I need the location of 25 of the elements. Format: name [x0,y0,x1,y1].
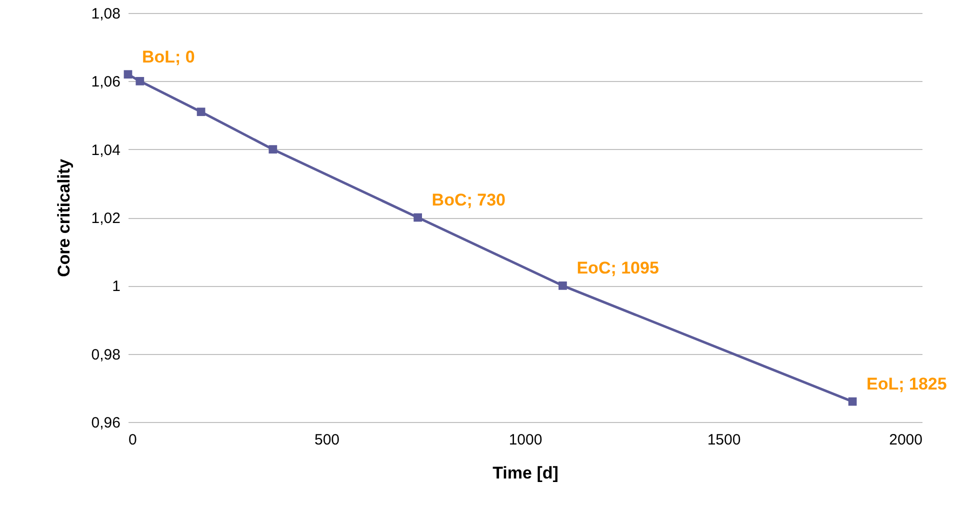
point [196,108,206,116]
annotation: BoL; 0 [142,47,195,66]
y-tick-label: 1 [112,278,120,296]
y-tick-label: 0,96 [91,414,120,432]
point [848,397,857,406]
y-axis-title: Core criticality [54,158,74,278]
point [124,70,132,79]
x-tick-label: 1000 [508,432,542,448]
x-tick-label: 2000 [889,432,922,448]
point [268,145,278,154]
annotation: BoC; 730 [432,190,506,210]
point [558,281,567,290]
y-tick-label: 1,06 [91,74,120,91]
annotation: EoC; 1095 [576,258,659,278]
y-tick-label: 1,08 [91,6,120,22]
x-tick-label: 500 [314,432,340,448]
annotation: EoL; 1825 [866,374,947,394]
y-tick-label: 0,98 [91,346,120,364]
x-tick-label: 0 [128,432,137,448]
x-axis-title: Time [d] [492,464,558,482]
point [414,213,422,222]
y-tick-label: 1,02 [91,210,120,227]
x-tick-label: 1500 [707,432,741,448]
point [136,76,144,86]
y-tick-label: 1,04 [91,142,120,159]
